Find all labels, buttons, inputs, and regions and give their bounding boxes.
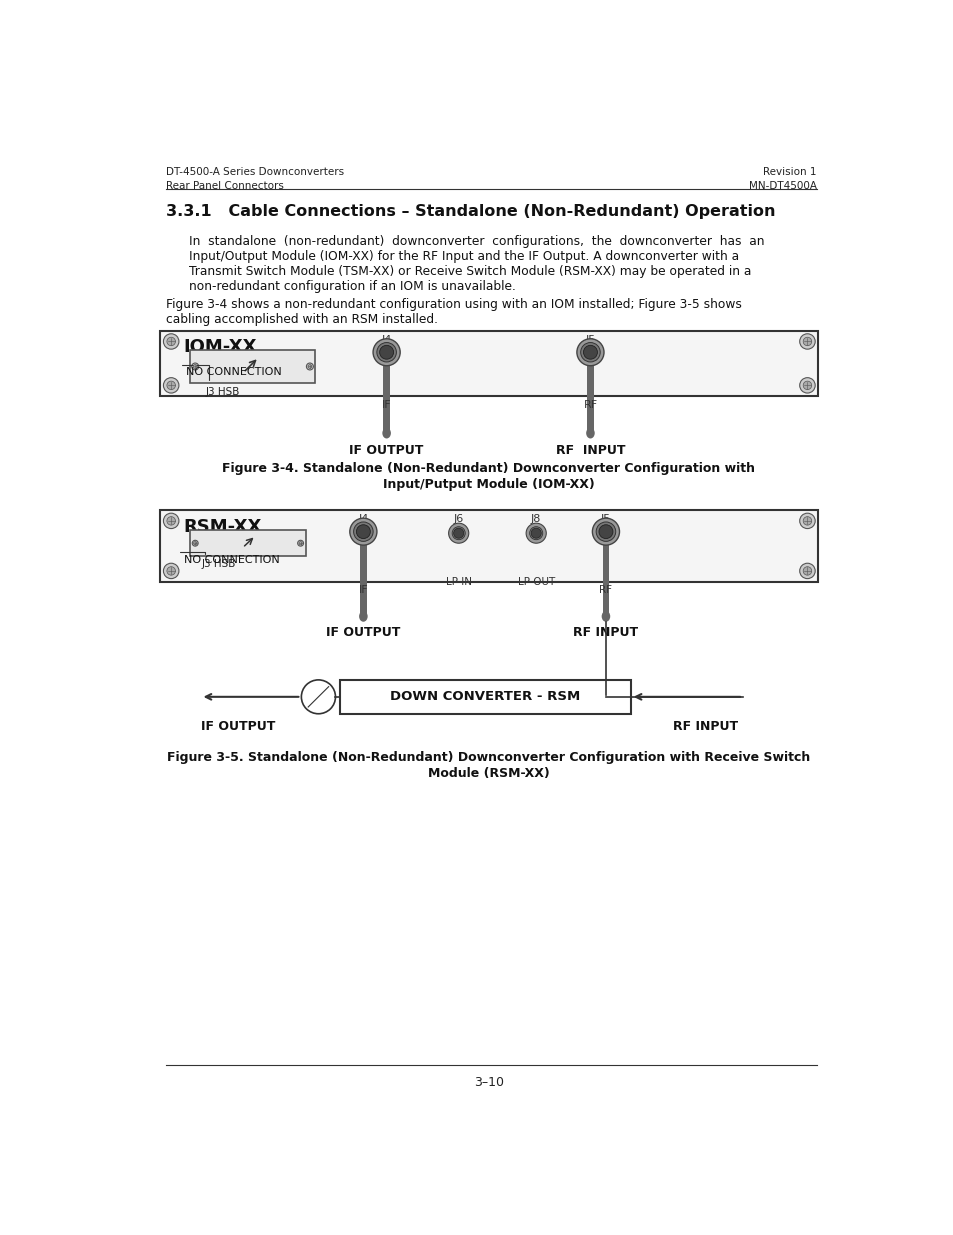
Text: MN-DT4500A: MN-DT4500A xyxy=(748,180,816,190)
Bar xyxy=(190,350,315,383)
Text: Input/Output Module (IOM-XX) for the RF Input and the IF Output. A downconverter: Input/Output Module (IOM-XX) for the RF … xyxy=(189,251,739,263)
Text: RF  INPUT: RF INPUT xyxy=(555,443,624,457)
Circle shape xyxy=(802,337,811,346)
Text: IF OUTPUT: IF OUTPUT xyxy=(349,443,423,457)
Text: Figure 3-5. Standalone (Non-Redundant) Downconverter Configuration with Receive : Figure 3-5. Standalone (Non-Redundant) D… xyxy=(167,751,810,764)
Text: Figure 3-4 shows a non-redundant configuration using with an IOM installed; Figu: Figure 3-4 shows a non-redundant configu… xyxy=(166,299,740,311)
Text: RF: RF xyxy=(598,585,612,595)
Circle shape xyxy=(356,525,370,538)
Text: IF: IF xyxy=(358,585,368,595)
Text: RF INPUT: RF INPUT xyxy=(673,720,738,734)
Bar xyxy=(359,545,366,616)
Text: J3 HSB: J3 HSB xyxy=(201,559,235,569)
Circle shape xyxy=(529,526,542,540)
Bar xyxy=(190,530,306,556)
Bar xyxy=(340,679,630,714)
Ellipse shape xyxy=(585,427,594,438)
Circle shape xyxy=(802,382,811,389)
Text: Revision 1: Revision 1 xyxy=(762,168,816,178)
Circle shape xyxy=(802,567,811,576)
Circle shape xyxy=(306,363,313,370)
Text: In  standalone  (non-redundant)  downconverter  configurations,  the  downconver: In standalone (non-redundant) downconver… xyxy=(189,235,763,248)
Text: non-redundant configuration if an IOM is unavailable.: non-redundant configuration if an IOM is… xyxy=(189,280,516,293)
Ellipse shape xyxy=(358,611,367,621)
Circle shape xyxy=(350,519,376,545)
Circle shape xyxy=(167,382,175,389)
Circle shape xyxy=(193,540,198,546)
Text: DOWN CONVERTER - RSM: DOWN CONVERTER - RSM xyxy=(390,690,580,703)
Circle shape xyxy=(577,338,603,366)
Circle shape xyxy=(580,342,599,362)
Circle shape xyxy=(379,346,394,359)
Circle shape xyxy=(308,364,312,368)
Circle shape xyxy=(298,542,302,545)
Text: NO CONNECTION: NO CONNECTION xyxy=(183,555,279,564)
Circle shape xyxy=(596,522,615,541)
Circle shape xyxy=(167,516,175,525)
Text: IF OUTPUT: IF OUTPUT xyxy=(200,720,274,734)
Text: J4: J4 xyxy=(357,514,368,524)
Text: IF: IF xyxy=(381,400,391,410)
Text: 3–10: 3–10 xyxy=(474,1076,503,1089)
Text: cabling accomplished with an RSM installed.: cabling accomplished with an RSM install… xyxy=(166,314,437,326)
Bar xyxy=(160,510,818,582)
Circle shape xyxy=(525,524,546,543)
Bar xyxy=(602,545,609,616)
Bar xyxy=(586,366,593,433)
Circle shape xyxy=(163,514,179,529)
Text: J5: J5 xyxy=(600,514,611,524)
Ellipse shape xyxy=(382,427,391,438)
Circle shape xyxy=(592,519,618,545)
Text: Rear Panel Connectors: Rear Panel Connectors xyxy=(166,180,283,190)
Circle shape xyxy=(583,346,597,359)
Text: IF OUTPUT: IF OUTPUT xyxy=(326,626,400,640)
Text: RSM-XX: RSM-XX xyxy=(183,517,262,536)
Circle shape xyxy=(531,529,540,538)
Circle shape xyxy=(167,567,175,576)
Text: Transmit Switch Module (TSM-XX) or Receive Switch Module (RSM-XX) may be operate: Transmit Switch Module (TSM-XX) or Recei… xyxy=(189,266,751,278)
Circle shape xyxy=(799,514,815,529)
Circle shape xyxy=(373,338,399,366)
Circle shape xyxy=(301,680,335,714)
Text: J3 HSB: J3 HSB xyxy=(205,387,239,396)
Circle shape xyxy=(802,516,811,525)
Text: RF: RF xyxy=(583,400,597,410)
Circle shape xyxy=(192,363,198,370)
Circle shape xyxy=(354,522,373,541)
Circle shape xyxy=(297,540,303,546)
Circle shape xyxy=(452,526,465,540)
Circle shape xyxy=(163,333,179,350)
Text: J8: J8 xyxy=(531,514,540,524)
Circle shape xyxy=(193,542,196,545)
Circle shape xyxy=(799,378,815,393)
Circle shape xyxy=(376,342,396,362)
Circle shape xyxy=(167,337,175,346)
Text: Module (RSM-XX): Module (RSM-XX) xyxy=(428,767,549,781)
Text: LP IN: LP IN xyxy=(445,577,471,587)
Circle shape xyxy=(163,563,179,579)
Circle shape xyxy=(448,524,468,543)
Text: 3.3.1   Cable Connections – Standalone (Non-Redundant) Operation: 3.3.1 Cable Connections – Standalone (No… xyxy=(166,205,775,220)
Text: J6: J6 xyxy=(453,514,463,524)
Text: IOM-XX: IOM-XX xyxy=(183,338,256,357)
Circle shape xyxy=(799,333,815,350)
Bar xyxy=(160,331,818,396)
Ellipse shape xyxy=(601,611,610,621)
Circle shape xyxy=(454,529,463,538)
Circle shape xyxy=(799,563,815,579)
Circle shape xyxy=(163,378,179,393)
Text: J5: J5 xyxy=(585,335,595,345)
Text: Input/Putput Module (IOM-XX): Input/Putput Module (IOM-XX) xyxy=(383,478,594,490)
Text: Figure 3-4. Standalone (Non-Redundant) Downconverter Configuration with: Figure 3-4. Standalone (Non-Redundant) D… xyxy=(222,462,755,474)
Text: LP OUT: LP OUT xyxy=(517,577,555,587)
Text: DT-4500-A Series Downconverters: DT-4500-A Series Downconverters xyxy=(166,168,343,178)
Text: RF INPUT: RF INPUT xyxy=(573,626,638,640)
Bar xyxy=(383,366,390,433)
Circle shape xyxy=(598,525,612,538)
Text: J4: J4 xyxy=(381,335,392,345)
Text: NO CONNECTION: NO CONNECTION xyxy=(186,367,281,377)
Circle shape xyxy=(193,364,197,368)
